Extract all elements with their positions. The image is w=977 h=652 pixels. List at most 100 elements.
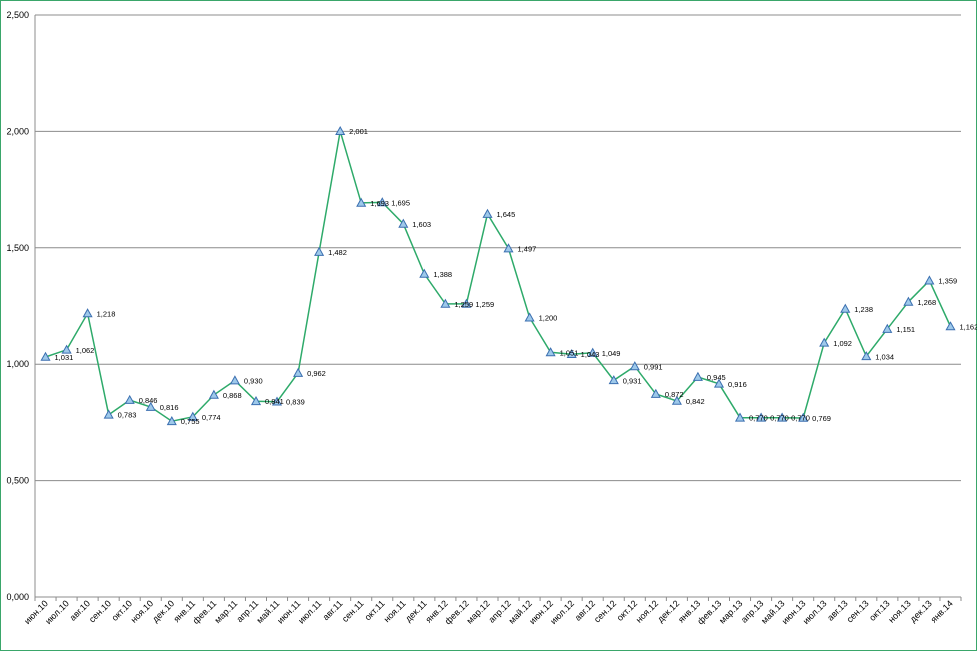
data-point-marker: [103, 409, 114, 419]
data-point-marker: [587, 347, 598, 357]
data-point-marker: [166, 415, 177, 426]
y-tick-label: 0,000: [6, 592, 29, 602]
data-label: 0,842: [686, 397, 705, 406]
data-label: 0,839: [286, 398, 305, 407]
data-point-marker: [777, 412, 788, 422]
data-point-marker: [335, 125, 346, 135]
data-label: 1,645: [496, 210, 515, 219]
data-point-marker: [608, 375, 619, 385]
data-point-marker: [524, 312, 535, 322]
data-point-marker: [440, 298, 451, 308]
data-label: 1,092: [833, 339, 852, 348]
x-tick-label: ноя.11: [382, 598, 408, 624]
data-label: 1,603: [412, 220, 431, 229]
x-tick-label: мар.12: [465, 598, 492, 625]
data-point-marker: [840, 303, 851, 313]
data-label: 1,200: [539, 314, 558, 323]
data-point-marker: [819, 337, 830, 347]
x-tick-label: июл.10: [43, 598, 71, 626]
x-tick-label: июл.11: [296, 598, 323, 625]
data-label: 0,755: [181, 417, 200, 426]
data-point-marker: [419, 268, 430, 278]
data-label: 0,841: [265, 397, 284, 406]
data-point-marker: [124, 394, 135, 404]
data-label: 1,259: [454, 300, 473, 309]
y-tick-label: 2,000: [6, 126, 29, 136]
data-point-marker: [861, 351, 872, 361]
data-label: 0,769: [812, 414, 831, 423]
data-point-marker: [61, 344, 72, 354]
data-point-marker: [145, 401, 156, 411]
data-point-marker: [629, 361, 640, 371]
data-point-marker: [713, 378, 725, 388]
data-label: 0,945: [707, 373, 726, 382]
y-tick-label: 2,500: [6, 10, 29, 20]
x-tick-label: мар.11: [212, 598, 239, 625]
x-tick-label: дек.10: [150, 598, 176, 624]
x-tick-label: сен.10: [87, 598, 113, 624]
data-point-marker: [229, 375, 240, 385]
data-label: 1,051: [560, 348, 579, 357]
x-tick-label: июл.13: [801, 598, 829, 626]
data-point-marker: [903, 296, 914, 306]
data-label: 0,868: [223, 391, 242, 400]
data-point-marker: [545, 347, 556, 357]
x-tick-label: фев.13: [695, 598, 723, 626]
y-tick-label: 0,500: [6, 476, 29, 486]
data-point-marker: [924, 275, 935, 285]
data-point-marker: [314, 246, 325, 256]
data-point-marker: [945, 321, 956, 331]
data-label: 1,062: [76, 346, 95, 355]
data-point-marker: [40, 351, 51, 361]
data-label: 0,872: [665, 390, 684, 399]
x-axis: июн.10июл.10авг.10сен.10окт.10ноя.10дек.…: [22, 596, 962, 626]
data-point-marker: [882, 323, 893, 333]
data-point-marker: [734, 412, 746, 422]
data-label: 1,238: [854, 305, 873, 314]
data-label: 1,151: [896, 325, 915, 334]
data-label: 0,774: [202, 413, 221, 422]
data-markers: [40, 125, 956, 426]
data-label: 0,816: [160, 403, 179, 412]
x-tick-label: сен.12: [592, 598, 618, 624]
data-label: 0,916: [728, 380, 747, 389]
data-label: 1,043: [581, 350, 600, 359]
data-label: 2,001: [349, 127, 368, 136]
data-point-marker: [461, 298, 472, 308]
data-point-marker: [271, 396, 283, 406]
x-tick-label: янв.14: [929, 598, 955, 624]
data-label: 0,770: [770, 414, 789, 423]
series-polyline: [45, 130, 952, 422]
data-label: 0,783: [118, 411, 137, 420]
data-label: 1,268: [917, 298, 936, 307]
data-label: 0,770: [749, 414, 768, 423]
data-point-marker: [756, 412, 767, 422]
data-point-marker: [482, 208, 493, 218]
data-point-marker: [356, 197, 367, 207]
data-point-marker: [398, 218, 409, 228]
data-point-marker: [82, 308, 93, 318]
data-label: 1,482: [328, 248, 347, 257]
x-tick-label: июл.12: [548, 598, 576, 626]
data-label: 1,031: [55, 353, 74, 362]
x-tick-label: мар.13: [717, 598, 744, 625]
data-label: 0,770: [791, 414, 810, 423]
data-label: 0,931: [623, 376, 642, 385]
series-line: [45, 130, 952, 422]
data-label: 1,034: [875, 352, 894, 361]
data-label: 1,049: [602, 349, 621, 358]
data-label: 1,497: [518, 244, 537, 253]
x-tick-label: дек.13: [908, 598, 934, 624]
data-point-marker: [250, 395, 262, 406]
y-axis: 0,000 0,500 1,000 1,500 2,000 2,500: [6, 10, 36, 602]
x-tick-label: сен.11: [340, 598, 366, 624]
x-tick-label: сен.13: [845, 598, 871, 624]
data-label: 1,218: [97, 309, 116, 318]
data-point-marker: [671, 395, 682, 405]
data-point-marker: [692, 371, 703, 381]
data-point-marker: [208, 389, 219, 399]
x-tick-label: ноя.10: [129, 598, 155, 624]
data-label: 1,359: [938, 277, 957, 286]
